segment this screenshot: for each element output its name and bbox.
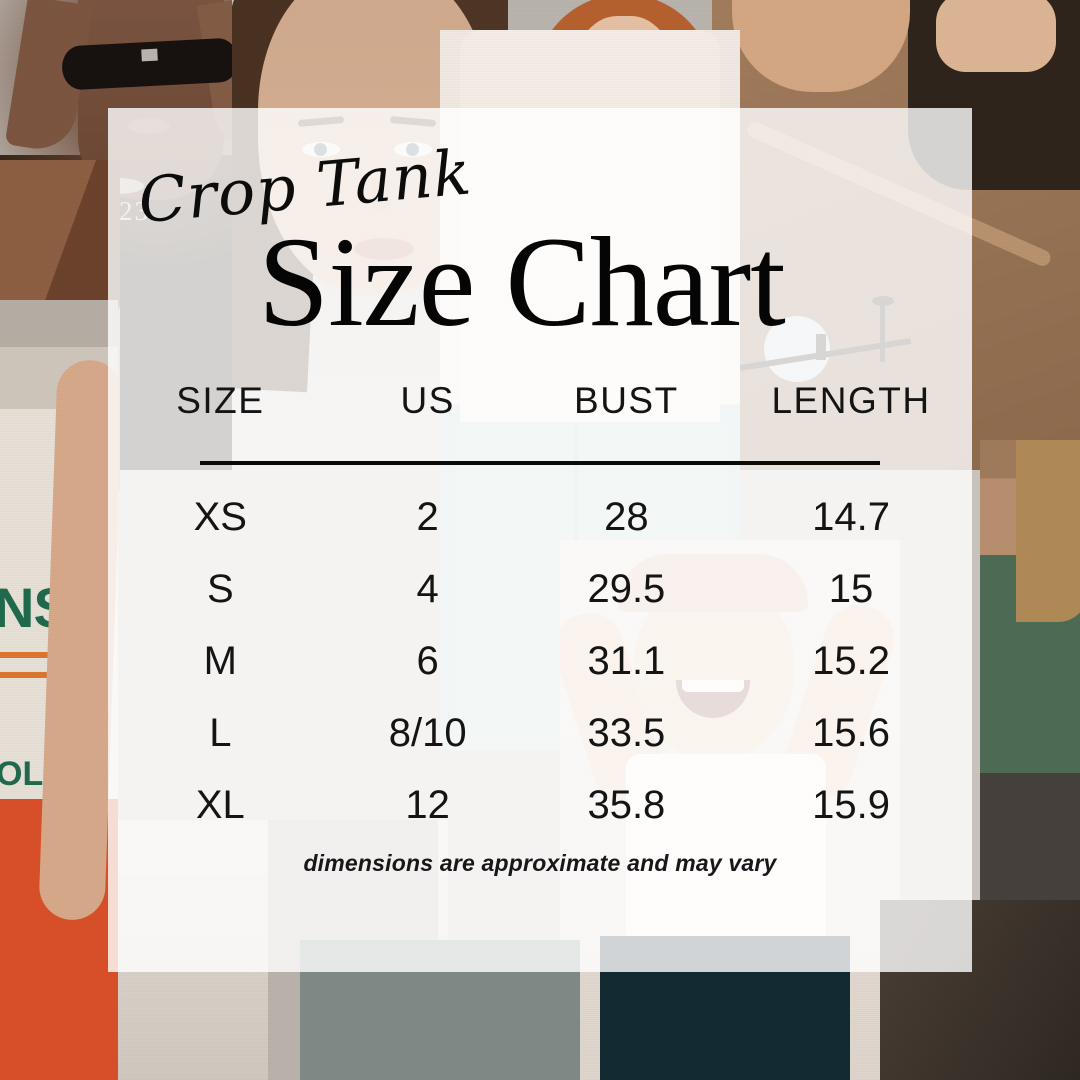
hair-shape [1016,440,1080,622]
size-chart-table: SIZE US BUST LENGTH XS 2 28 14.7 [108,380,972,841]
cell-us: 6 [416,639,439,683]
cell-size: XS [193,495,247,539]
cell-size: XL [195,783,245,827]
column-header-us: US [400,380,455,421]
cell-size: S [206,567,234,611]
table-row: M 6 31.1 15.2 [108,625,972,697]
header-divider-row [108,444,972,481]
cell-bust: 35.8 [587,783,666,827]
white-overlay-panel [108,108,972,972]
cell-size: M [203,639,237,683]
sunglasses-shape [60,37,240,91]
header-divider-cell [108,444,972,481]
cell-length: 15.6 [812,711,890,755]
table-row: XL 12 35.8 15.9 [108,769,972,841]
hand-shape [936,0,1056,72]
cell-us: 4 [416,567,439,611]
divider-line [200,461,880,465]
cell-bust: 31.1 [587,639,666,683]
cell-bust: 33.5 [587,711,666,755]
cell-us: 12 [405,783,450,827]
arm-shape [38,359,118,921]
table-body: XS 2 28 14.7 S 4 29.5 15 M 6 31.1 15.2 [108,481,972,841]
table-row: S 4 29.5 15 [108,553,972,625]
cell-size: L [209,711,232,755]
column-header-bust: BUST [574,380,679,421]
page-title: Size Chart [258,211,786,353]
cell-length: 14.7 [812,495,890,539]
table-row: XS 2 28 14.7 [108,481,972,553]
table-row: L 8/10 33.5 15.6 [108,697,972,769]
photo-cream-tank-orange-pants: NS OL [0,300,118,1080]
tank-graphic-text-2: OL [0,755,44,793]
cell-bust: 29.5 [587,567,666,611]
neck-shape [732,0,910,92]
column-header-length: LENGTH [771,380,931,421]
cell-us: 8/10 [388,711,467,755]
cell-length: 15 [828,567,874,611]
column-header-size: SIZE [176,380,265,421]
cell-length: 15.9 [812,783,890,827]
cell-bust: 28 [604,495,649,539]
table-header-row: SIZE US BUST LENGTH [108,380,972,444]
cell-length: 15.2 [812,639,890,683]
chart-content: Crop Tank Size Chart SIZE US BUST LENGTH [108,108,972,972]
disclaimer-note: dimensions are approximate and may vary [303,850,777,876]
cell-us: 2 [416,495,439,539]
